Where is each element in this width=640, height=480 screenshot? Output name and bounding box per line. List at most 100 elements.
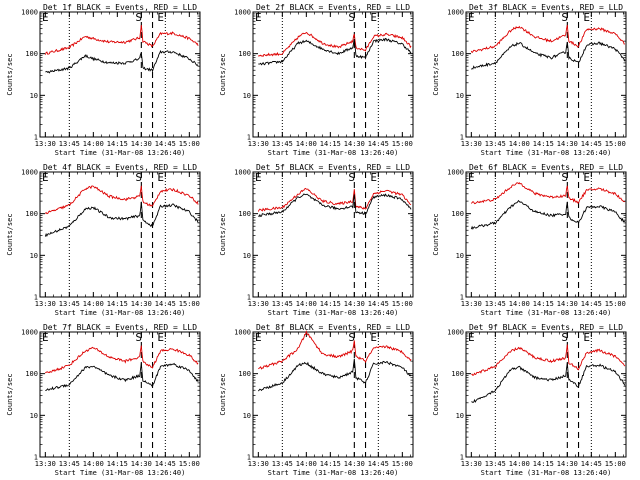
x-tick-label: 13:30	[248, 300, 269, 308]
marker-s: S	[561, 11, 568, 24]
x-tick-label: 13:30	[248, 140, 269, 148]
y-tick-label: 1	[460, 294, 464, 302]
x-tick-label: 13:30	[461, 460, 482, 468]
x-axis-label: Start Time (31-Mar-08 13:26:40)	[268, 469, 399, 477]
y-tick-label: 10	[243, 92, 251, 100]
y-tick-label: 1000	[447, 329, 464, 337]
series-line-lld	[44, 25, 199, 55]
series-line-events	[258, 193, 412, 218]
marker-e-right: E	[583, 171, 590, 184]
y-tick-label: 1000	[447, 9, 464, 17]
y-tick-label: 1000	[234, 9, 251, 17]
y-tick-label: 100	[238, 210, 251, 218]
marker-e-left: E	[468, 11, 475, 24]
y-tick-label: 10	[456, 412, 464, 420]
y-axis-label: Counts/sec	[219, 53, 227, 95]
x-tick-label: 14:15	[533, 460, 554, 468]
series-line-lld	[45, 345, 199, 374]
detector-panel-8: Det 8f BLACK = Events, RED = LLD 1 10 100 10…	[219, 323, 414, 477]
x-tick-label: 14:30	[131, 460, 152, 468]
x-tick-label: 15:00	[605, 300, 626, 308]
y-axis-label: Counts/sec	[6, 213, 14, 255]
marker-s: S	[348, 171, 355, 184]
marker-e-right: E	[370, 331, 377, 344]
marker-s: S	[561, 331, 568, 344]
y-tick-label: 100	[25, 210, 38, 218]
x-tick-label: 13:30	[35, 300, 56, 308]
marker-s: S	[561, 171, 568, 184]
x-tick-label: 14:45	[155, 140, 176, 148]
x-axis-label: Start Time (31-Mar-08 13:26:40)	[481, 469, 612, 477]
marker-e-right: E	[583, 331, 590, 344]
x-tick-label: 14:15	[320, 460, 341, 468]
marker-e-left: E	[42, 171, 49, 184]
y-tick-label: 10	[243, 252, 251, 260]
series-line-events	[45, 49, 199, 74]
y-tick-label: 1	[247, 294, 251, 302]
x-tick-label: 14:00	[83, 140, 104, 148]
marker-e-left: E	[42, 331, 49, 344]
plot-frame	[465, 331, 627, 458]
y-tick-label: 10	[456, 252, 464, 260]
y-tick-label: 10	[30, 92, 38, 100]
x-tick-label: 14:15	[107, 300, 128, 308]
y-tick-label: 100	[25, 370, 38, 378]
x-tick-label: 14:30	[344, 460, 365, 468]
panel-title: Det 2f BLACK = Events, RED = LLD	[256, 3, 410, 12]
x-tick-label: 14:45	[155, 460, 176, 468]
y-tick-label: 1000	[234, 329, 251, 337]
x-tick-label: 14:15	[320, 300, 341, 308]
panel-title: Det 7f BLACK = Events, RED = LLD	[43, 323, 197, 332]
series-line-events	[471, 41, 626, 70]
x-tick-label: 14:45	[368, 140, 389, 148]
detector-panel-5: Det 5f BLACK = Events, RED = LLD 1 10 100 10…	[219, 163, 414, 317]
x-tick-label: 15:00	[179, 300, 200, 308]
x-tick-label: 14:00	[296, 300, 317, 308]
x-tick-label: 15:00	[605, 140, 626, 148]
x-tick-label: 14:00	[83, 460, 104, 468]
series-line-events	[45, 362, 199, 391]
y-tick-label: 100	[451, 50, 464, 58]
x-tick-label: 15:00	[392, 140, 413, 148]
series-line-lld	[257, 31, 412, 58]
x-axis-label: Start Time (31-Mar-08 13:26:40)	[268, 149, 399, 157]
x-tick-label: 14:00	[83, 300, 104, 308]
y-tick-label: 100	[25, 50, 38, 58]
x-tick-label: 13:45	[485, 460, 506, 468]
series-line-events	[44, 201, 199, 237]
x-tick-label: 13:45	[272, 300, 293, 308]
x-tick-label: 13:30	[35, 460, 56, 468]
y-tick-label: 1	[34, 454, 38, 462]
x-tick-label: 14:00	[509, 300, 530, 308]
x-tick-label: 14:15	[533, 300, 554, 308]
x-tick-label: 14:00	[509, 460, 530, 468]
x-tick-label: 14:45	[581, 300, 602, 308]
x-tick-label: 15:00	[392, 300, 413, 308]
x-tick-label: 14:45	[155, 300, 176, 308]
y-tick-label: 10	[243, 412, 251, 420]
series-line-events	[257, 358, 412, 392]
marker-e-right: E	[370, 11, 377, 24]
x-tick-label: 15:00	[605, 460, 626, 468]
marker-s: S	[135, 331, 142, 344]
x-tick-label: 13:30	[461, 140, 482, 148]
x-tick-label: 13:30	[248, 460, 269, 468]
x-tick-label: 13:45	[272, 460, 293, 468]
y-tick-label: 1	[460, 134, 464, 142]
x-tick-label: 13:45	[485, 140, 506, 148]
marker-e-right: E	[157, 331, 164, 344]
x-tick-label: 14:45	[581, 460, 602, 468]
series-line-lld	[258, 329, 412, 370]
marker-s: S	[135, 171, 142, 184]
detector-panel-1: Det 1f BLACK = Events, RED = LLD 1 10 100 10…	[6, 3, 201, 157]
y-axis-label: Counts/sec	[432, 373, 440, 415]
y-tick-label: 100	[451, 210, 464, 218]
panel-title: Det 3f BLACK = Events, RED = LLD	[469, 3, 623, 12]
x-tick-label: 14:30	[131, 300, 152, 308]
y-tick-label: 1	[247, 454, 251, 462]
series-line-lld	[470, 182, 625, 205]
marker-e-right: E	[157, 171, 164, 184]
marker-s: S	[135, 11, 142, 24]
marker-e-right: E	[370, 171, 377, 184]
x-tick-label: 14:15	[533, 140, 554, 148]
